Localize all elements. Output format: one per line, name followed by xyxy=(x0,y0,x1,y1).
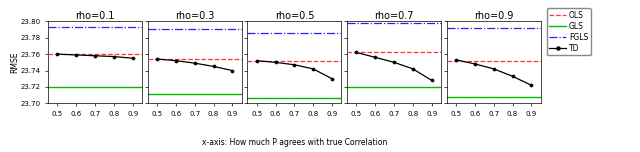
Legend: OLS, GLS, FGLS, TD: OLS, GLS, FGLS, TD xyxy=(547,8,591,55)
Title: rho=0.3: rho=0.3 xyxy=(175,10,214,21)
Title: rho=0.9: rho=0.9 xyxy=(474,10,513,21)
Title: rho=0.1: rho=0.1 xyxy=(76,10,115,21)
Title: rho=0.5: rho=0.5 xyxy=(275,10,314,21)
Y-axis label: RMSE: RMSE xyxy=(10,52,19,73)
Title: rho=0.7: rho=0.7 xyxy=(374,10,414,21)
Text: x-axis: How much P agrees with true Correlation: x-axis: How much P agrees with true Corr… xyxy=(202,138,387,147)
